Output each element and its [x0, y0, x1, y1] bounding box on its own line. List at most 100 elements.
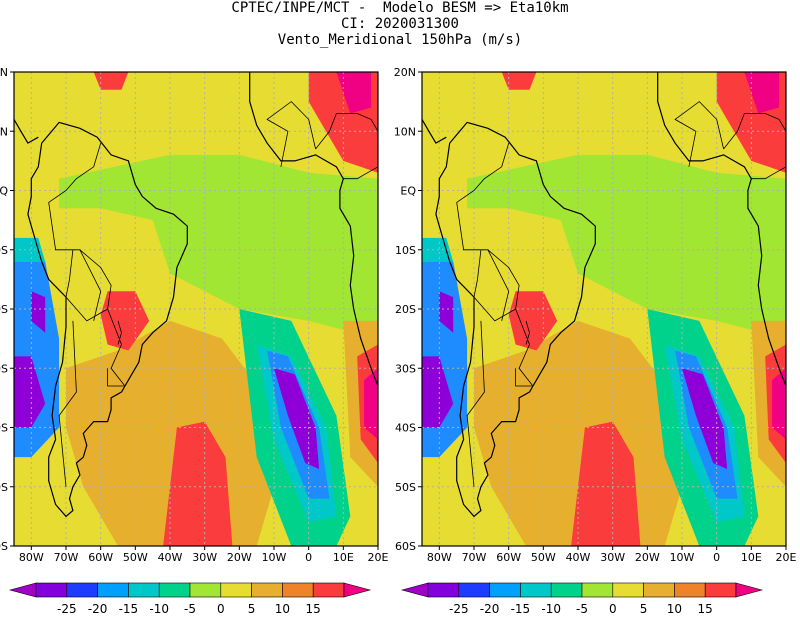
map-svg-0: 80W 70W 60W 50W 40W 30W 20W 10W 0 10E 20E 20N 10N EQ 1… [0, 66, 389, 564]
lat-label: 60S [395, 540, 416, 553]
colorbar-bin [66, 582, 98, 598]
lon-label: 40W [158, 551, 183, 564]
colorbar-svg-0: -25 -20 -15 -10 -5 0 5 10 15 [8, 582, 372, 616]
south-red-plume [163, 421, 233, 546]
lat-label: 20N [394, 66, 416, 79]
lon-label: 60W [88, 551, 113, 564]
lat-label: 50S [395, 481, 416, 494]
chile-purple-upper [439, 291, 454, 333]
lat-label: EQ [0, 185, 8, 198]
colorbar-bin [35, 582, 68, 598]
colorbar-label: 0 [609, 602, 617, 616]
country-border [723, 113, 786, 150]
colorbar-label: -5 [576, 602, 588, 616]
chile-purple-upper [31, 291, 46, 333]
lon-label: 20W [227, 551, 252, 564]
red-cap-north [501, 72, 537, 90]
colorbar-bin [704, 582, 737, 598]
lon-label: 10W [670, 551, 695, 564]
colorbar-bin [427, 582, 460, 598]
country-border [456, 142, 510, 203]
country-border [487, 249, 520, 310]
colorbar-right: -25 -20 -15 -10 -5 0 5 10 15 [400, 582, 764, 621]
field-layer [14, 72, 378, 546]
colorbar-label: 15 [306, 602, 321, 616]
lon-label: 70W [462, 551, 487, 564]
country-border [473, 249, 482, 298]
lon-label: 30W [192, 551, 217, 564]
lat-label: 60S [0, 540, 8, 553]
lon-label: 80W [427, 551, 452, 564]
colorbar-bin [520, 582, 552, 598]
colorbar-label: -5 [184, 602, 196, 616]
country-border [343, 166, 378, 180]
lon-label: 50W [531, 551, 556, 564]
map-svg-1: 80W 70W 60W 50W 40W 30W 20W 10W 0 10E 20E 20N 10N EQ 1… [394, 66, 797, 564]
colorbar-bin [643, 582, 675, 598]
map-panel-left: 80W 70W 60W 50W 40W 30W 20W 10W 0 10E 20E 20N 10N EQ 1… [0, 66, 389, 564]
colorbar-bin [612, 582, 644, 598]
lon-label: 0 [305, 551, 312, 564]
colorbar-label: 5 [248, 602, 256, 616]
country-border [107, 368, 125, 387]
south-america-coast [27, 121, 188, 518]
colorbar-bin [128, 582, 160, 598]
country-border [751, 166, 786, 180]
colorbar-label: -20 [480, 602, 500, 616]
colorbar-bin [282, 582, 314, 598]
africa-magenta [336, 72, 372, 114]
header-line-1: CPTEC/INPE/MCT - Modelo BESM => Eta10km [231, 0, 569, 16]
colorbar-label: -25 [57, 602, 77, 616]
atlantic-purple-core [274, 368, 320, 469]
colorbar-label: 5 [640, 602, 648, 616]
colorbar-bin [312, 582, 345, 598]
colorbar-low-arrow [400, 582, 429, 598]
lat-label: 30S [395, 362, 416, 375]
band-green-equator [467, 154, 786, 339]
lat-label: 50S [0, 481, 8, 494]
colorbar-bin [458, 582, 490, 598]
country-border [48, 142, 102, 203]
colorbar-label: -10 [149, 602, 169, 616]
colorbar-label: -15 [119, 602, 139, 616]
lon-label: 10W [262, 551, 287, 564]
lon-label: 20E [776, 551, 797, 564]
title-block: CPTEC/INPE/MCT - Modelo BESM => Eta10km … [0, 0, 800, 48]
country-border [65, 249, 74, 298]
colorbar-bin [581, 582, 614, 598]
colorbar-low-arrow [8, 582, 37, 598]
lon-label: 50W [123, 551, 148, 564]
atlantic-purple-core [682, 368, 728, 469]
colorbar-bin [674, 582, 706, 598]
south-red-plume [571, 421, 641, 546]
country-border [473, 296, 534, 387]
lat-label: 40S [0, 422, 8, 435]
colorbar-bin [220, 582, 252, 598]
lon-label: 60W [496, 551, 521, 564]
red-cap-north [93, 72, 129, 90]
colorbar-bin [489, 582, 521, 598]
lat-label: 40S [395, 422, 416, 435]
brazil-red-core [100, 291, 150, 351]
colorbar-bin [158, 582, 191, 598]
country-border [58, 320, 77, 487]
lat-label: 20S [0, 303, 8, 316]
colorbar-label: 0 [217, 602, 225, 616]
colorbar-high-arrow [343, 582, 372, 598]
colorbar-svg-1: -25 -20 -15 -10 -5 0 5 10 15 [400, 582, 764, 616]
country-border [117, 320, 122, 345]
lat-label: 10N [394, 125, 416, 138]
east-magenta-core [364, 368, 378, 440]
country-border [266, 101, 316, 167]
colorbar-left: -25 -20 -15 -10 -5 0 5 10 15 [8, 582, 372, 621]
lon-label: 70W [54, 551, 79, 564]
colorbar-label: -25 [449, 602, 469, 616]
lat-label: 20N [0, 66, 8, 79]
band-green-equator [59, 154, 378, 339]
colorbar-label: 10 [667, 602, 682, 616]
colorbar-label: -10 [541, 602, 561, 616]
colorbar-high-arrow [735, 582, 764, 598]
colorbar-label: 15 [698, 602, 713, 616]
lat-label: 30S [0, 362, 8, 375]
lon-label: 0 [713, 551, 720, 564]
